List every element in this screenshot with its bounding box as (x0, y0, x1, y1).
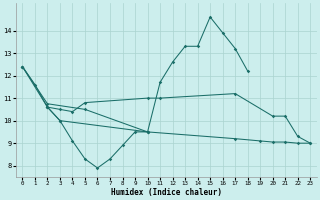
X-axis label: Humidex (Indice chaleur): Humidex (Indice chaleur) (111, 188, 222, 197)
